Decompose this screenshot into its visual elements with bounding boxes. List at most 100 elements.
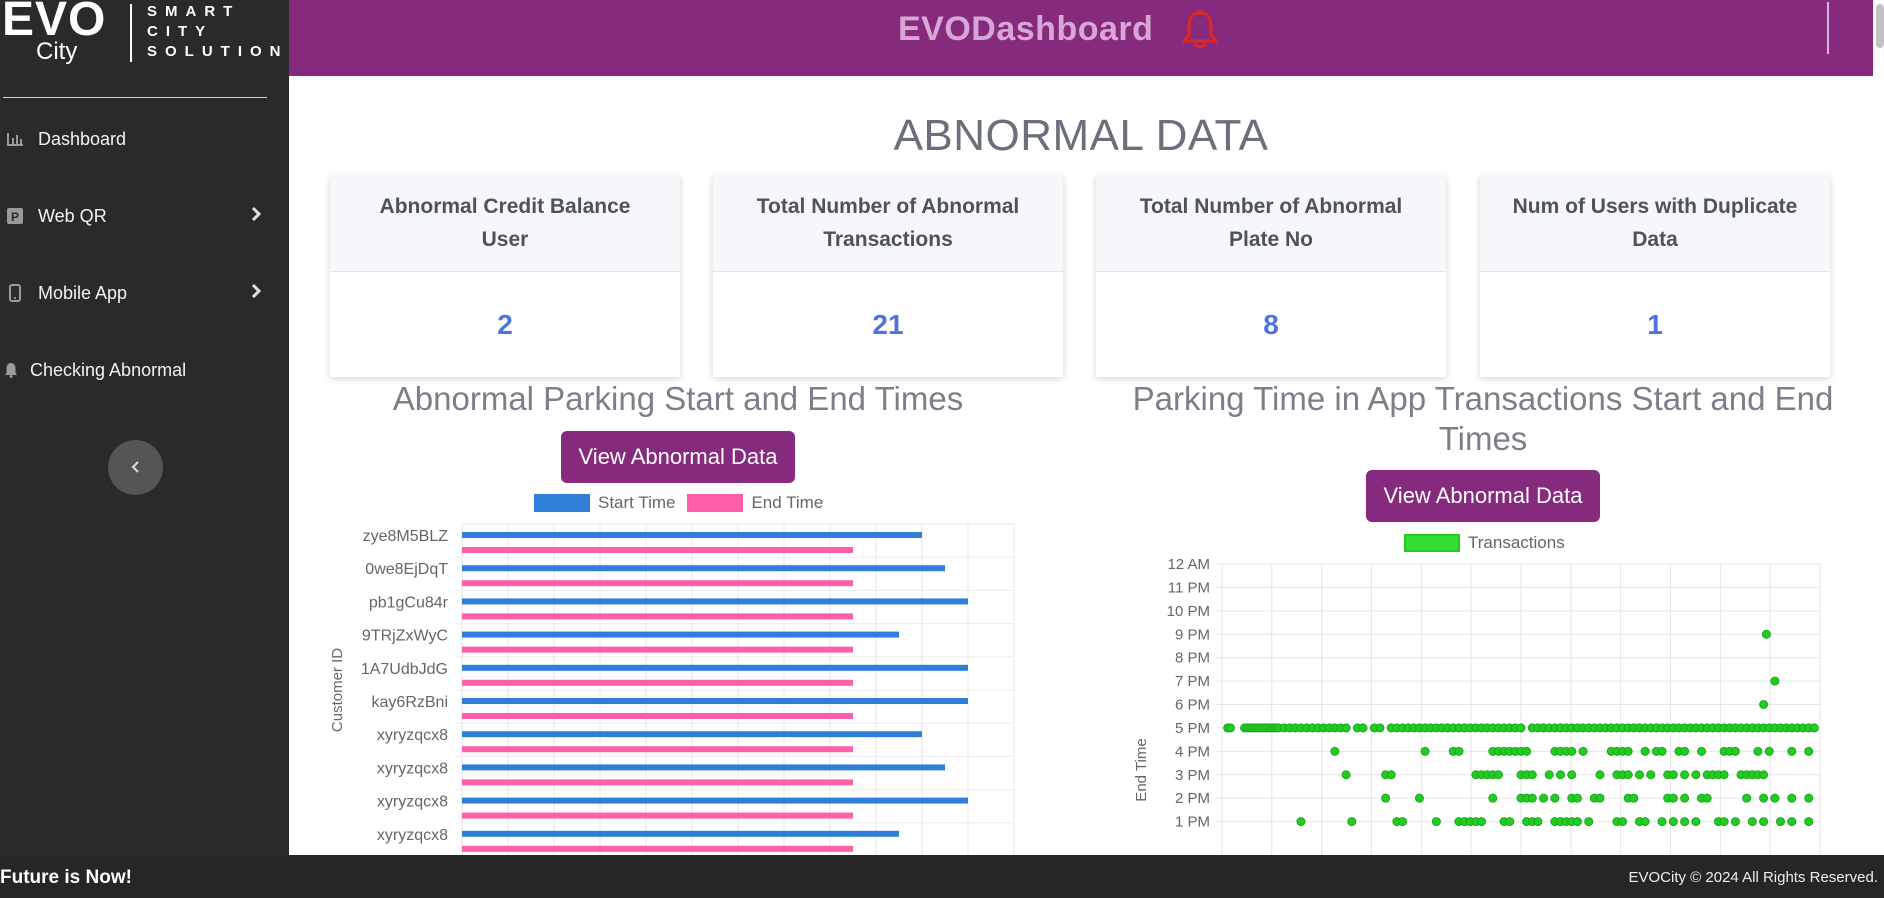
scatter-point (1550, 793, 1560, 803)
scatter-point (1759, 793, 1769, 803)
chart-legend: Transactions (1404, 533, 1565, 553)
scatter-point (1381, 793, 1391, 803)
logo[interactable]: EVO City SMART CITY SOLUTION (0, 0, 289, 98)
category-label: xyryzqcx8 (377, 827, 448, 844)
sidebar-item-checking-abnormal[interactable]: Checking Abnormal (0, 350, 289, 390)
sidebar: EVO City SMART CITY SOLUTION Dashboard P… (0, 0, 289, 855)
stat-card: Num of Users with Duplicate Data 1 (1480, 175, 1830, 377)
sidebar-collapse-button[interactable] (108, 440, 163, 495)
mobile-icon (0, 284, 30, 302)
right-section-title: Parking Time in App Transactions Start a… (1132, 380, 1834, 457)
scatter-point (1522, 746, 1532, 756)
scatter-point (1533, 817, 1543, 827)
y-tick-label: 4 PM (1175, 743, 1210, 760)
stat-card-label: Num of Users with Duplicate Data (1480, 175, 1830, 272)
category-label: kay6RzBni (372, 694, 448, 711)
end-time-bar (462, 812, 853, 819)
start-time-bar (462, 830, 899, 837)
y-tick-label: 12 AM (1167, 556, 1210, 573)
page-title: ABNORMAL DATA (893, 111, 1269, 160)
sidebar-item-mobile-app[interactable]: Mobile App (0, 273, 289, 313)
chevron-left-icon (131, 457, 141, 478)
stat-card-value: 8 (1263, 308, 1279, 340)
scatter-point (1770, 676, 1780, 686)
y-axis-label: End Time (1133, 738, 1150, 801)
stat-card-label: Total Number of Abnormal Transactions (713, 175, 1063, 272)
scatter-point (1668, 770, 1678, 780)
scatter-point (1330, 746, 1340, 756)
bar-chart-icon (0, 131, 30, 147)
scatter-point (1539, 793, 1549, 803)
y-tick-label: 6 PM (1175, 697, 1210, 714)
scatter-point (1595, 770, 1605, 780)
category-label: 0we8EjDqT (365, 561, 448, 578)
category-label: pb1gCu84r (369, 594, 449, 611)
end-time-bar (462, 613, 853, 620)
stat-card: Abnormal Credit Balance User 2 (330, 175, 680, 377)
legend-swatch (1404, 534, 1460, 552)
y-tick-label: 9 PM (1175, 626, 1210, 643)
scatter-point (1595, 793, 1605, 803)
scatter-point (1759, 700, 1769, 709)
scatter-point (1572, 793, 1582, 803)
logo-brand: EVO (2, 0, 107, 46)
y-tick-label: 8 PM (1175, 650, 1210, 667)
scatter-point (1527, 793, 1537, 803)
stat-card: Total Number of Abnormal Plate No 8 (1096, 175, 1446, 377)
start-time-bar (462, 565, 945, 572)
scatter-point (1719, 817, 1729, 827)
scatter-point (1787, 817, 1797, 827)
sidebar-item-label: Web QR (38, 205, 107, 226)
scatter-point (1386, 770, 1396, 780)
category-label: xyryzqcx8 (377, 794, 448, 811)
legend-label: Start Time (598, 493, 676, 512)
header-title[interactable]: EVODashboard (898, 10, 1154, 48)
logo-separator (130, 4, 132, 62)
category-label: zye8M5BLZ (363, 528, 449, 545)
scatter-point (1747, 817, 1757, 827)
chevron-right-icon (251, 206, 262, 227)
scatter-point (1358, 723, 1368, 733)
sidebar-item-web-qr[interactable]: P Web QR (0, 196, 289, 236)
scatter-point (1567, 746, 1577, 756)
footer: Future is Now! EVOCity © 2024 All Rights… (0, 855, 1884, 898)
end-time-bar (462, 547, 853, 553)
scatter-point (1544, 770, 1554, 780)
end-time-bar (462, 713, 853, 719)
bell-icon[interactable] (1179, 8, 1221, 57)
view-abnormal-data-button[interactable]: View Abnormal Data (561, 431, 795, 483)
svg-text:P: P (11, 210, 19, 224)
y-tick-label: 10 PM (1167, 603, 1210, 620)
footer-tagline: Future is Now! (0, 867, 132, 888)
sidebar-item-dashboard[interactable]: Dashboard (0, 119, 289, 159)
scatter-point (1804, 793, 1814, 803)
scatter-point (1516, 723, 1526, 733)
scatter-point (1719, 770, 1729, 780)
scatter-point (1668, 817, 1678, 827)
y-tick-label: 5 PM (1175, 720, 1210, 737)
y-tick-label: 2 PM (1175, 790, 1210, 807)
y-tick-label: 7 PM (1175, 673, 1210, 690)
scatter-point (1488, 793, 1498, 803)
scatter-point (1730, 817, 1740, 827)
legend-label: End Time (751, 493, 824, 512)
view-abnormal-data-button[interactable]: View Abnormal Data (1366, 470, 1600, 522)
scatter-point (1375, 723, 1385, 733)
scatter-point (1420, 746, 1430, 756)
parking-icon: P (0, 208, 30, 224)
start-time-bar (462, 532, 922, 538)
sidebar-item-label: Checking Abnormal (30, 359, 187, 380)
end-time-bar (462, 646, 853, 653)
category-label: 9TRjZxWyC (362, 628, 448, 645)
start-time-bar (462, 764, 945, 771)
divider (3, 97, 267, 98)
scrollbar[interactable] (1876, 4, 1884, 48)
scatter-point (1414, 793, 1424, 803)
scatter-point (1618, 817, 1628, 827)
scatter-point (1578, 746, 1588, 756)
scatter-point (1341, 723, 1351, 733)
scatter-point (1804, 817, 1814, 827)
start-time-bar (462, 631, 899, 638)
start-time-bar (462, 598, 968, 605)
scatter-point (1680, 817, 1690, 827)
